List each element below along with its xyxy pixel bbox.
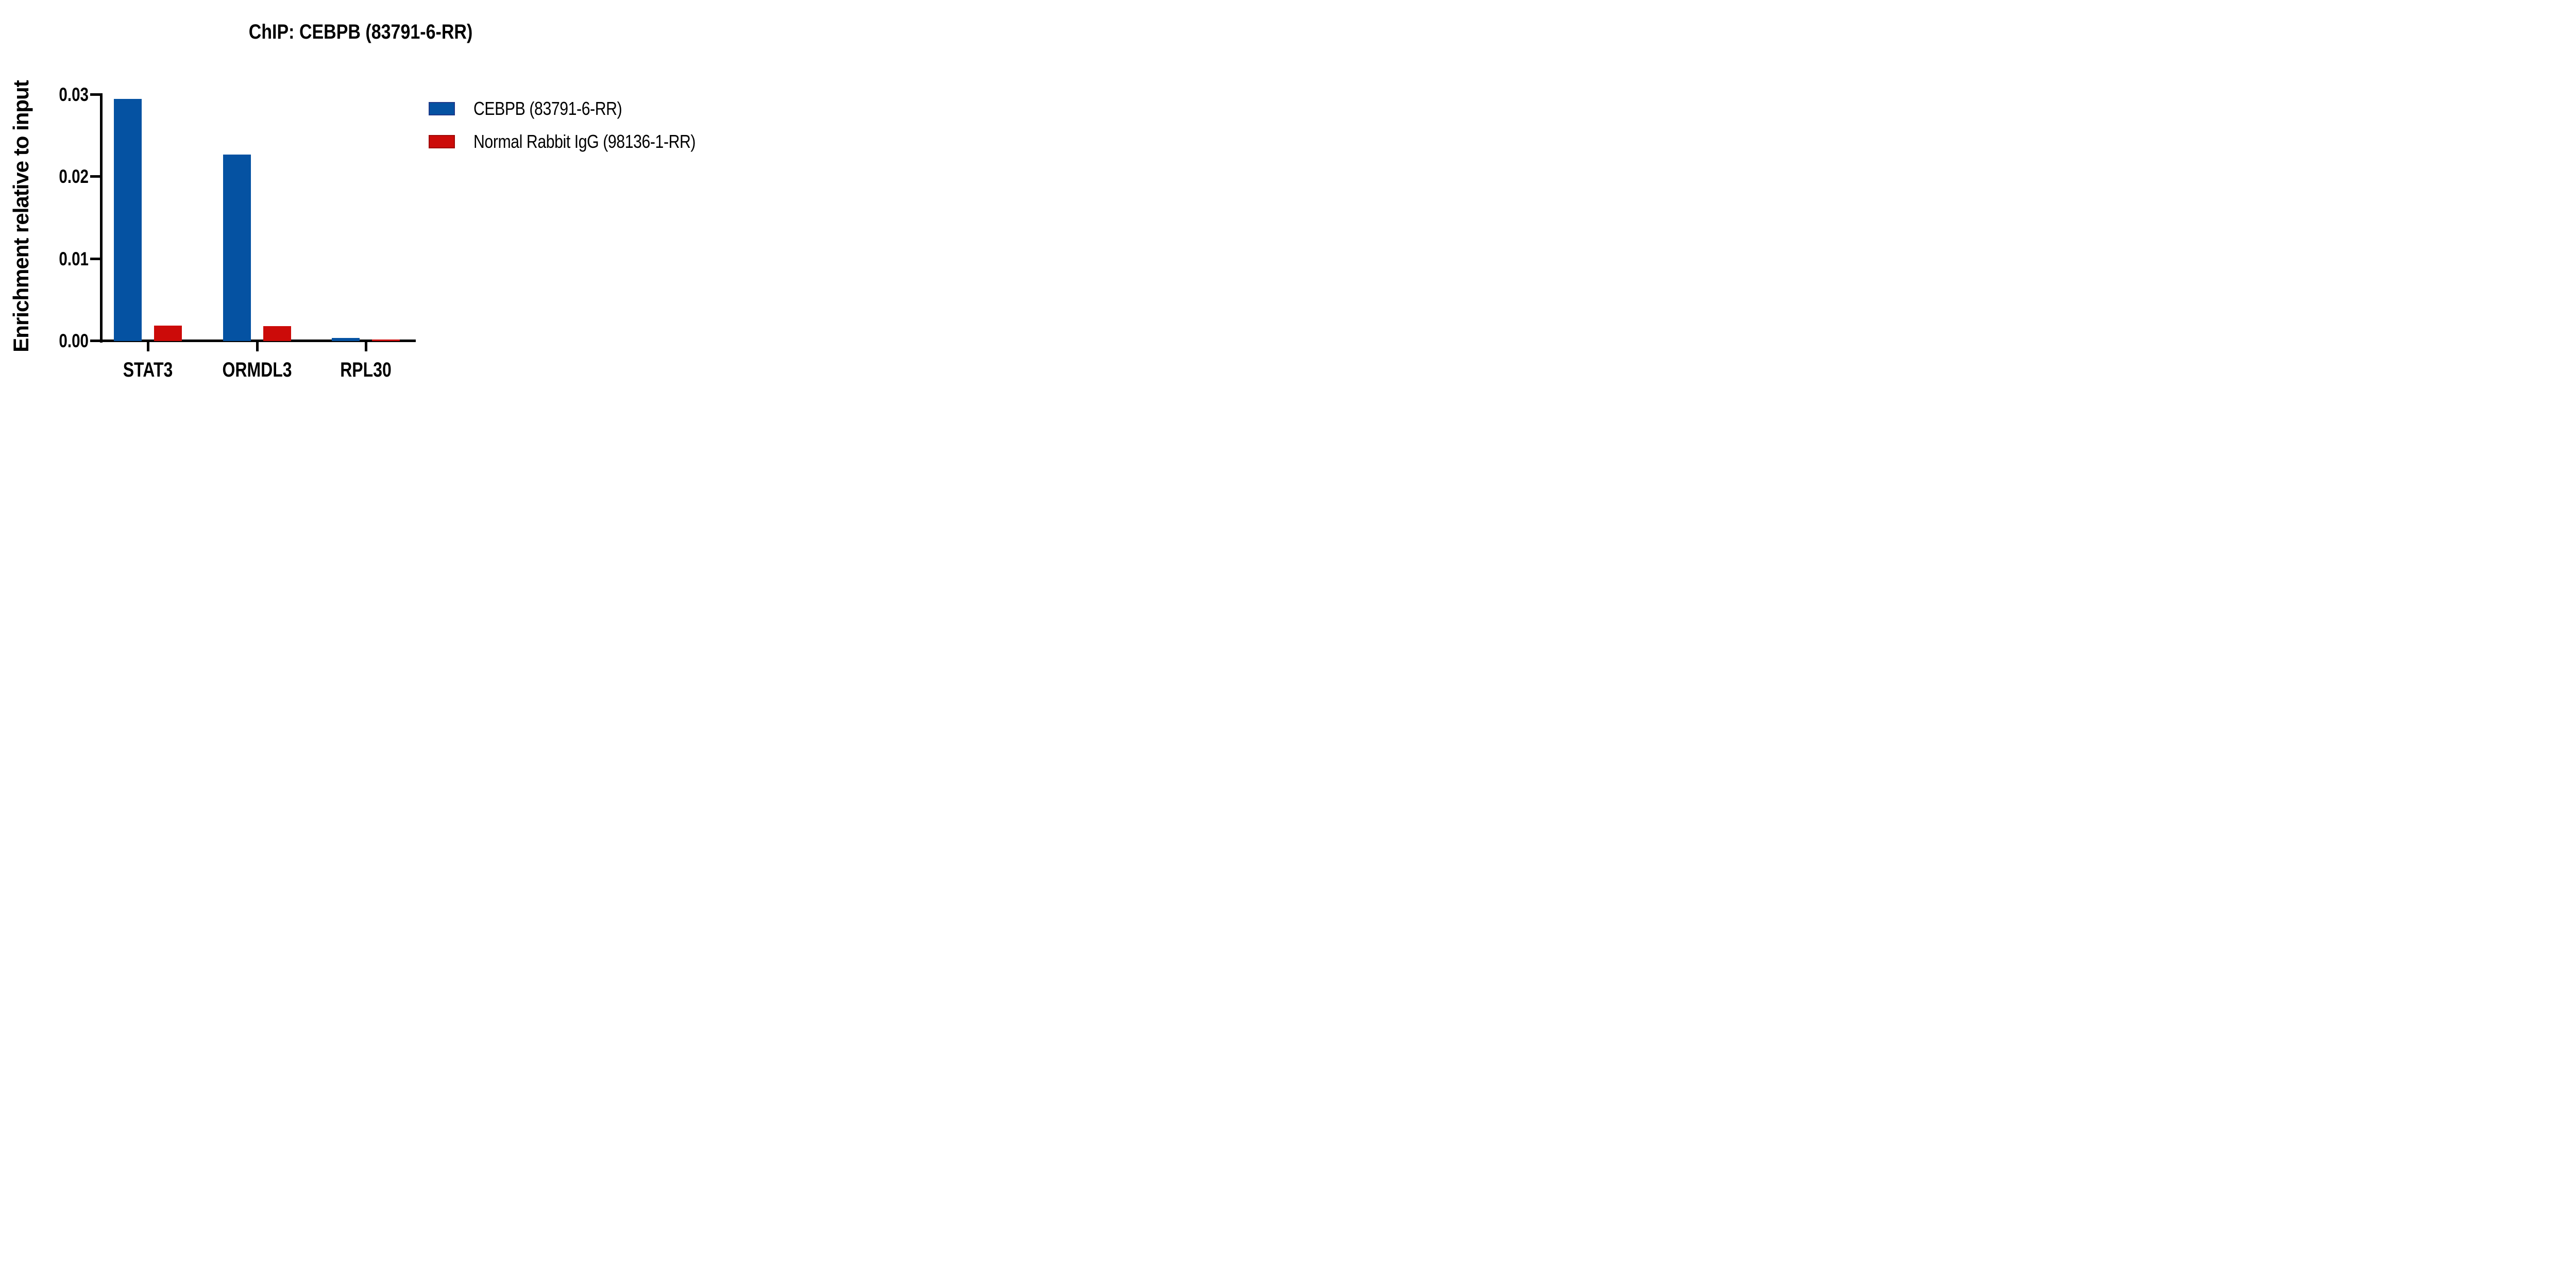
- y-tick-label-0.03: 0.03: [59, 84, 89, 105]
- bar-rpl30-igg: [372, 340, 400, 341]
- bar-stat3-cebpb: [114, 99, 142, 341]
- x-category-label-rpl30: RPL30: [340, 359, 392, 381]
- bar-ormdl3-cebpb: [223, 155, 251, 341]
- legend-swatch-igg: [429, 135, 455, 148]
- x-axis-line: [90, 340, 416, 342]
- x-tick-mark-stat3: [147, 342, 149, 351]
- chip-qpcr-bar-chart-figure: ChIP: CEBPB (83791-6-RR) Enrichment rela…: [0, 0, 791, 391]
- y-tick-label-0.01: 0.01: [59, 248, 89, 269]
- x-tick-mark-ormdl3: [256, 342, 259, 351]
- bar-rpl30-cebpb: [332, 338, 360, 341]
- y-tick-mark-0.00: [90, 340, 100, 342]
- y-axis-line: [100, 93, 103, 343]
- legend-swatch-cebpb: [429, 102, 455, 115]
- y-tick-label-0.00: 0.00: [59, 330, 89, 351]
- legend-label-cebpb: CEBPB (83791-6-RR): [473, 98, 622, 119]
- x-category-label-stat3: STAT3: [123, 359, 173, 381]
- y-tick-mark-0.01: [90, 258, 100, 260]
- bar-ormdl3-igg: [263, 326, 291, 341]
- y-tick-mark-0.02: [90, 175, 100, 178]
- y-axis-title: Enrichment relative to input: [9, 80, 33, 352]
- y-tick-label-0.02: 0.02: [59, 166, 89, 187]
- legend-label-igg: Normal Rabbit IgG (98136-1-RR): [473, 131, 696, 152]
- x-tick-mark-rpl30: [365, 342, 367, 351]
- chart-title: ChIP: CEBPB (83791-6-RR): [248, 21, 473, 43]
- bar-stat3-igg: [154, 326, 182, 341]
- x-category-label-ormdl3: ORMDL3: [222, 359, 292, 381]
- y-tick-mark-0.03: [90, 93, 100, 96]
